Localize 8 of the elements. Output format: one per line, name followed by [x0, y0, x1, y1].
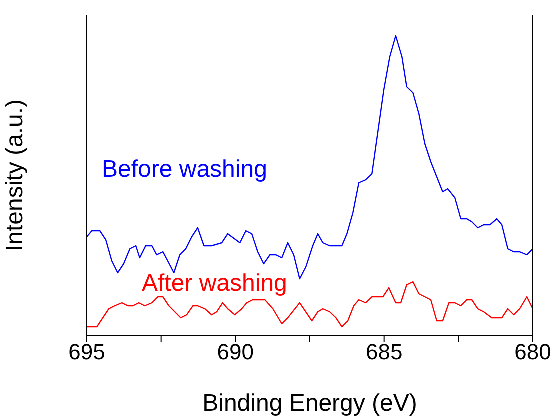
x-tick-label: 690 [217, 340, 254, 365]
x-axis-title: Binding Energy (eV) [202, 390, 418, 417]
x-tick-label: 695 [68, 340, 106, 365]
y-axis-title: Intensity (a.u.) [2, 99, 29, 252]
series-label: After washing [142, 270, 288, 297]
x-tick-label: 680 [514, 340, 552, 365]
x-tick-label: 685 [366, 340, 403, 365]
text: Before washing [102, 156, 268, 183]
